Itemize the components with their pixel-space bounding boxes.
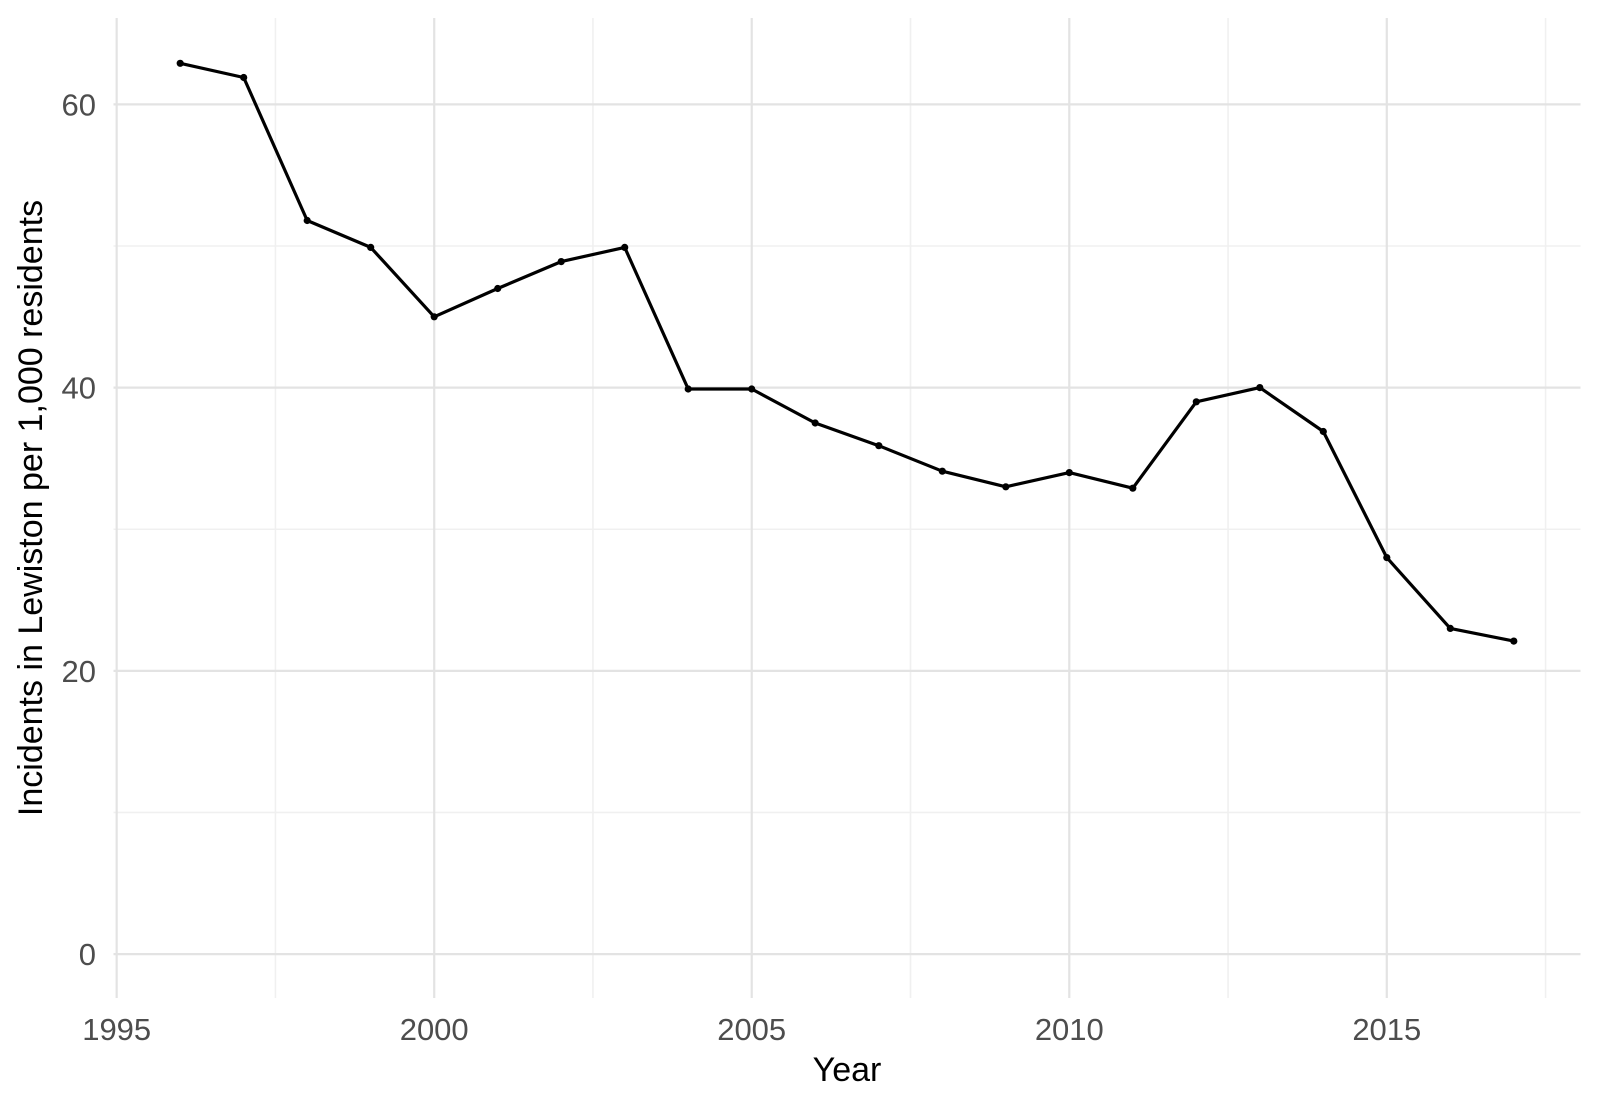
x-tick-label: 1995 bbox=[82, 1012, 151, 1047]
x-axis-tick-labels: 1995 2000 2005 2010 2015 bbox=[82, 1012, 1421, 1047]
data-point bbox=[621, 243, 629, 251]
x-tick-label: 2005 bbox=[717, 1012, 786, 1047]
y-tick-label: 60 bbox=[62, 87, 96, 122]
major-gridlines bbox=[113, 18, 1581, 998]
data-point bbox=[1446, 624, 1454, 633]
data-point bbox=[557, 258, 565, 266]
x-axis-title: Year bbox=[813, 1051, 882, 1089]
data-point bbox=[430, 313, 438, 321]
data-point bbox=[748, 385, 756, 393]
y-tick-label: 40 bbox=[62, 371, 96, 406]
incidents-trend-line bbox=[179, 61, 1515, 643]
data-point bbox=[1002, 483, 1010, 491]
x-tick-label: 2010 bbox=[1035, 1012, 1104, 1047]
data-point bbox=[494, 284, 502, 293]
data-point bbox=[1192, 398, 1200, 406]
data-point bbox=[240, 73, 248, 82]
data-series-line bbox=[179, 61, 1515, 643]
data-point bbox=[684, 385, 692, 393]
data-point bbox=[1129, 484, 1137, 492]
data-point bbox=[303, 216, 311, 225]
data-point bbox=[811, 419, 819, 427]
data-point bbox=[1319, 427, 1327, 436]
y-axis-tick-labels: 0 20 40 60 bbox=[62, 87, 96, 972]
x-tick-label: 2000 bbox=[400, 1012, 469, 1047]
data-point bbox=[1256, 384, 1264, 392]
x-tick-label: 2015 bbox=[1352, 1012, 1421, 1047]
data-point bbox=[176, 59, 184, 67]
data-point bbox=[1510, 637, 1518, 645]
data-point bbox=[1065, 469, 1073, 477]
data-point bbox=[938, 467, 946, 475]
data-point bbox=[1383, 554, 1391, 562]
y-tick-label: 0 bbox=[79, 937, 96, 972]
minor-gridlines bbox=[113, 18, 1581, 998]
data-point bbox=[875, 442, 883, 450]
data-point bbox=[367, 243, 375, 251]
y-tick-label: 20 bbox=[62, 654, 96, 689]
y-axis-title: Incidents in Lewiston per 1,000 resident… bbox=[12, 200, 50, 816]
data-series-points bbox=[176, 59, 1518, 645]
